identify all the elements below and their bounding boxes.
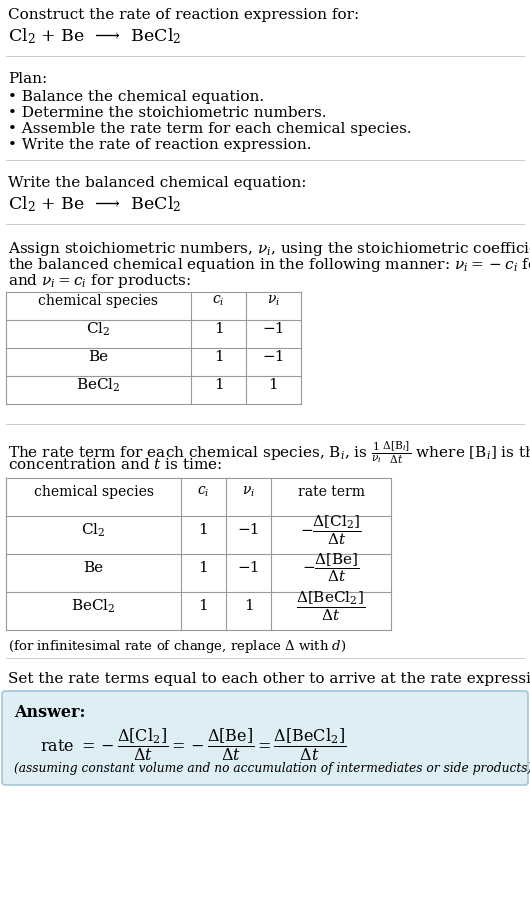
Text: $-\dfrac{\Delta[\mathrm{Cl_2}]}{\Delta t}$: $-\dfrac{\Delta[\mathrm{Cl_2}]}{\Delta t… [300, 513, 362, 547]
Text: BeCl$_2$: BeCl$_2$ [76, 377, 121, 394]
Text: • Determine the stoichiometric numbers.: • Determine the stoichiometric numbers. [8, 106, 326, 120]
Text: −1: −1 [262, 322, 285, 336]
Text: rate $= -\dfrac{\Delta[\mathrm{Cl_2}]}{\Delta t} = -\dfrac{\Delta[\mathrm{Be}]}{: rate $= -\dfrac{\Delta[\mathrm{Cl_2}]}{\… [40, 726, 346, 763]
Text: −1: −1 [237, 523, 260, 537]
Bar [6, 292, 301, 404]
Text: Plan:: Plan: [8, 72, 47, 86]
Text: • Assemble the rate term for each chemical species.: • Assemble the rate term for each chemic… [8, 122, 412, 136]
Text: chemical species: chemical species [33, 485, 154, 499]
Text: 1: 1 [199, 599, 208, 613]
Text: (assuming constant volume and no accumulation of intermediates or side products): (assuming constant volume and no accumul… [14, 762, 530, 775]
Text: chemical species: chemical species [39, 294, 158, 308]
Text: (for infinitesimal rate of change, replace Δ with $d$): (for infinitesimal rate of change, repla… [8, 638, 347, 655]
Text: Be: Be [83, 561, 103, 575]
Text: −1: −1 [237, 561, 260, 575]
Text: Cl$_2$ + Be  ⟶  BeCl$_2$: Cl$_2$ + Be ⟶ BeCl$_2$ [8, 194, 181, 214]
Text: $\dfrac{\Delta[\mathrm{BeCl_2}]}{\Delta t}$: $\dfrac{\Delta[\mathrm{BeCl_2}]}{\Delta … [296, 590, 366, 622]
Text: Cl$_2$ + Be  ⟶  BeCl$_2$: Cl$_2$ + Be ⟶ BeCl$_2$ [8, 26, 181, 46]
Text: • Balance the chemical equation.: • Balance the chemical equation. [8, 90, 264, 104]
Text: 1: 1 [244, 599, 253, 613]
Text: $c_i$: $c_i$ [213, 294, 225, 308]
Text: −1: −1 [262, 350, 285, 364]
Text: and $\nu_i = c_i$ for products:: and $\nu_i = c_i$ for products: [8, 272, 191, 290]
Text: 1: 1 [199, 561, 208, 575]
Text: 1: 1 [214, 350, 223, 364]
Text: rate term: rate term [297, 485, 365, 499]
Bar [6, 478, 391, 630]
Text: • Write the rate of reaction expression.: • Write the rate of reaction expression. [8, 138, 312, 152]
Text: Answer:: Answer: [14, 704, 85, 721]
Text: Write the balanced chemical equation:: Write the balanced chemical equation: [8, 176, 306, 190]
Text: Be: Be [89, 350, 109, 364]
Text: the balanced chemical equation in the following manner: $\nu_i = -c_i$ for react: the balanced chemical equation in the fo… [8, 256, 530, 274]
Text: Cl$_2$: Cl$_2$ [86, 320, 111, 338]
Text: Construct the rate of reaction expression for:: Construct the rate of reaction expressio… [8, 8, 359, 22]
Text: 1: 1 [214, 322, 223, 336]
Text: $-\dfrac{\Delta[\mathrm{Be}]}{\Delta t}$: $-\dfrac{\Delta[\mathrm{Be}]}{\Delta t}$ [302, 551, 360, 584]
Text: $\nu_i$: $\nu_i$ [242, 485, 255, 500]
Text: Assign stoichiometric numbers, $\nu_i$, using the stoichiometric coefficients, $: Assign stoichiometric numbers, $\nu_i$, … [8, 240, 530, 258]
FancyBboxPatch shape [2, 691, 528, 785]
Text: Cl$_2$: Cl$_2$ [81, 521, 105, 539]
Text: concentration and $t$ is time:: concentration and $t$ is time: [8, 457, 223, 472]
Text: Set the rate terms equal to each other to arrive at the rate expression:: Set the rate terms equal to each other t… [8, 672, 530, 686]
Text: $\nu_i$: $\nu_i$ [267, 294, 280, 308]
Text: $c_i$: $c_i$ [197, 485, 210, 500]
Text: 1: 1 [269, 378, 278, 392]
Text: 1: 1 [214, 378, 223, 392]
Text: 1: 1 [199, 523, 208, 537]
Text: BeCl$_2$: BeCl$_2$ [71, 597, 116, 614]
Text: The rate term for each chemical species, B$_i$, is $\frac{1}{\nu_i}\frac{\Delta[: The rate term for each chemical species,… [8, 440, 530, 467]
